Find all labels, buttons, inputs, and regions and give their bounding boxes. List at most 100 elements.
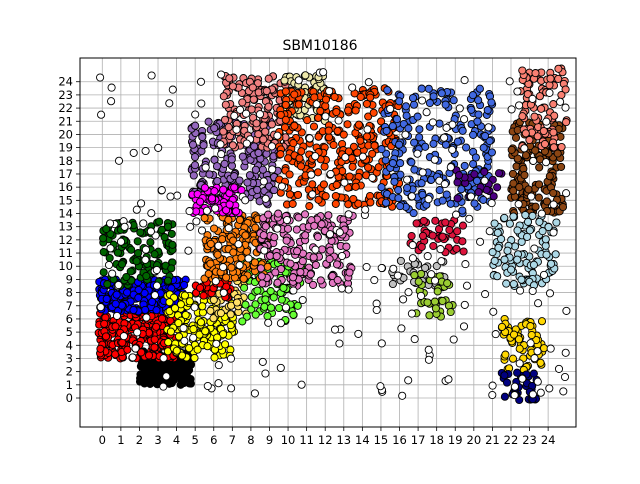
data-point xyxy=(279,283,288,292)
data-point xyxy=(254,148,263,157)
data-point xyxy=(444,375,453,384)
data-point xyxy=(209,295,218,304)
data-point xyxy=(281,100,290,109)
data-point xyxy=(102,224,111,234)
data-point xyxy=(274,209,283,218)
data-point xyxy=(401,130,410,139)
data-point xyxy=(100,319,109,328)
data-point xyxy=(366,93,375,102)
data-point xyxy=(339,130,348,139)
data-point xyxy=(251,310,260,319)
data-point xyxy=(561,348,570,357)
data-point xyxy=(458,221,468,230)
data-point xyxy=(558,202,568,212)
data-point xyxy=(481,131,490,141)
data-point xyxy=(430,155,439,164)
data-point xyxy=(331,199,340,208)
data-point xyxy=(415,133,424,142)
data-point xyxy=(509,212,518,221)
data-point xyxy=(549,200,558,209)
data-point xyxy=(260,246,269,255)
data-point xyxy=(397,324,406,333)
data-point xyxy=(513,255,522,264)
data-point xyxy=(261,194,270,203)
data-point xyxy=(281,303,290,312)
data-point xyxy=(289,310,298,319)
data-point xyxy=(107,83,116,92)
data-point xyxy=(111,322,120,331)
data-point xyxy=(142,271,151,281)
data-point xyxy=(549,143,558,152)
data-point xyxy=(141,245,150,254)
data-point xyxy=(356,92,365,102)
data-point xyxy=(393,271,402,280)
data-point xyxy=(292,225,301,234)
data-point xyxy=(206,259,215,268)
data-point xyxy=(449,335,458,344)
y-tick-label: 7 xyxy=(66,299,73,313)
data-point xyxy=(470,170,479,179)
data-point xyxy=(96,73,105,82)
data-point xyxy=(311,260,320,270)
data-point xyxy=(277,295,286,304)
data-point xyxy=(166,192,175,201)
data-point xyxy=(344,106,353,115)
data-point xyxy=(129,148,138,157)
data-point xyxy=(421,263,430,272)
y-tick-label: 18 xyxy=(58,154,73,168)
data-point xyxy=(326,246,335,255)
data-point xyxy=(535,217,544,226)
data-point xyxy=(192,207,201,216)
data-point xyxy=(452,210,461,219)
data-point xyxy=(308,190,317,199)
data-point xyxy=(139,219,148,228)
data-point xyxy=(515,101,524,110)
data-point xyxy=(430,276,440,285)
data-point xyxy=(294,213,303,222)
data-point xyxy=(510,382,519,391)
data-point xyxy=(205,170,214,179)
data-point xyxy=(268,165,277,174)
data-point xyxy=(192,217,201,226)
data-point xyxy=(303,116,312,125)
data-point xyxy=(180,291,189,300)
data-point xyxy=(483,106,492,115)
data-point xyxy=(305,134,314,143)
data-point xyxy=(562,306,571,315)
data-point xyxy=(141,255,150,264)
data-point xyxy=(241,300,250,309)
data-point xyxy=(203,381,212,391)
data-point xyxy=(259,177,268,186)
data-point xyxy=(471,153,480,162)
data-point xyxy=(318,245,327,254)
data-point xyxy=(96,344,105,353)
x-tick-label: 7 xyxy=(229,433,236,447)
x-tick-label: 1 xyxy=(117,433,124,447)
data-point xyxy=(438,196,447,205)
data-point xyxy=(230,111,239,120)
data-point xyxy=(261,222,270,231)
data-point xyxy=(381,198,391,207)
data-point xyxy=(137,348,146,357)
data-point xyxy=(429,92,438,101)
data-point xyxy=(529,369,538,378)
data-point xyxy=(448,145,457,154)
data-point xyxy=(440,180,449,189)
data-point xyxy=(423,298,432,307)
data-point xyxy=(266,287,275,296)
data-point xyxy=(190,303,199,312)
data-point xyxy=(305,202,314,211)
data-point xyxy=(289,273,298,282)
data-point xyxy=(120,222,129,231)
data-point xyxy=(332,180,341,189)
data-point xyxy=(517,275,526,284)
data-point xyxy=(537,104,546,113)
data-point xyxy=(396,202,405,211)
data-point xyxy=(403,183,412,192)
data-point xyxy=(141,305,150,314)
data-point xyxy=(545,384,554,393)
x-tick-label: 18 xyxy=(429,433,444,447)
data-point xyxy=(468,91,477,100)
data-point xyxy=(289,286,298,295)
data-point xyxy=(174,318,183,328)
